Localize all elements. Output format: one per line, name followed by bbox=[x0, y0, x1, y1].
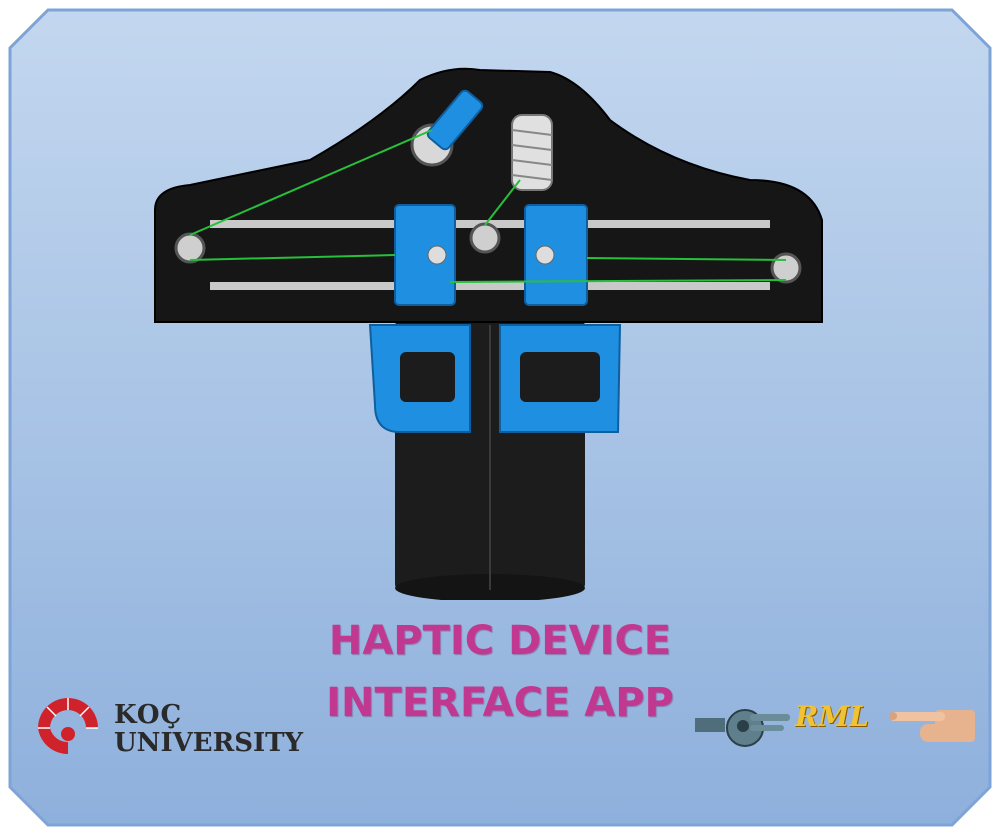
pulley-center bbox=[469, 222, 501, 254]
spring bbox=[511, 114, 553, 191]
motor-clamp-right bbox=[499, 324, 622, 433]
robot-hand-icon bbox=[695, 709, 790, 747]
pulley-right bbox=[770, 252, 802, 284]
spiral-emblem-icon bbox=[38, 698, 98, 754]
tension-arm bbox=[426, 89, 484, 151]
app-title-line-2: INTERFACE APP bbox=[326, 680, 674, 726]
koc-university-name-line-2: UNIVERSITY bbox=[114, 728, 304, 758]
koc-university-name-line-1: KOÇ bbox=[114, 700, 183, 730]
rml-lab-text: RML bbox=[795, 700, 869, 733]
haptic-device-illustration bbox=[154, 67, 823, 600]
motor-clamp-left bbox=[368, 324, 471, 433]
pulley-left bbox=[174, 232, 206, 264]
human-hand-pointing-icon bbox=[889, 710, 975, 742]
slider-block-right bbox=[524, 204, 588, 306]
app-title-line-1: HAPTIC DEVICE bbox=[328, 618, 672, 664]
